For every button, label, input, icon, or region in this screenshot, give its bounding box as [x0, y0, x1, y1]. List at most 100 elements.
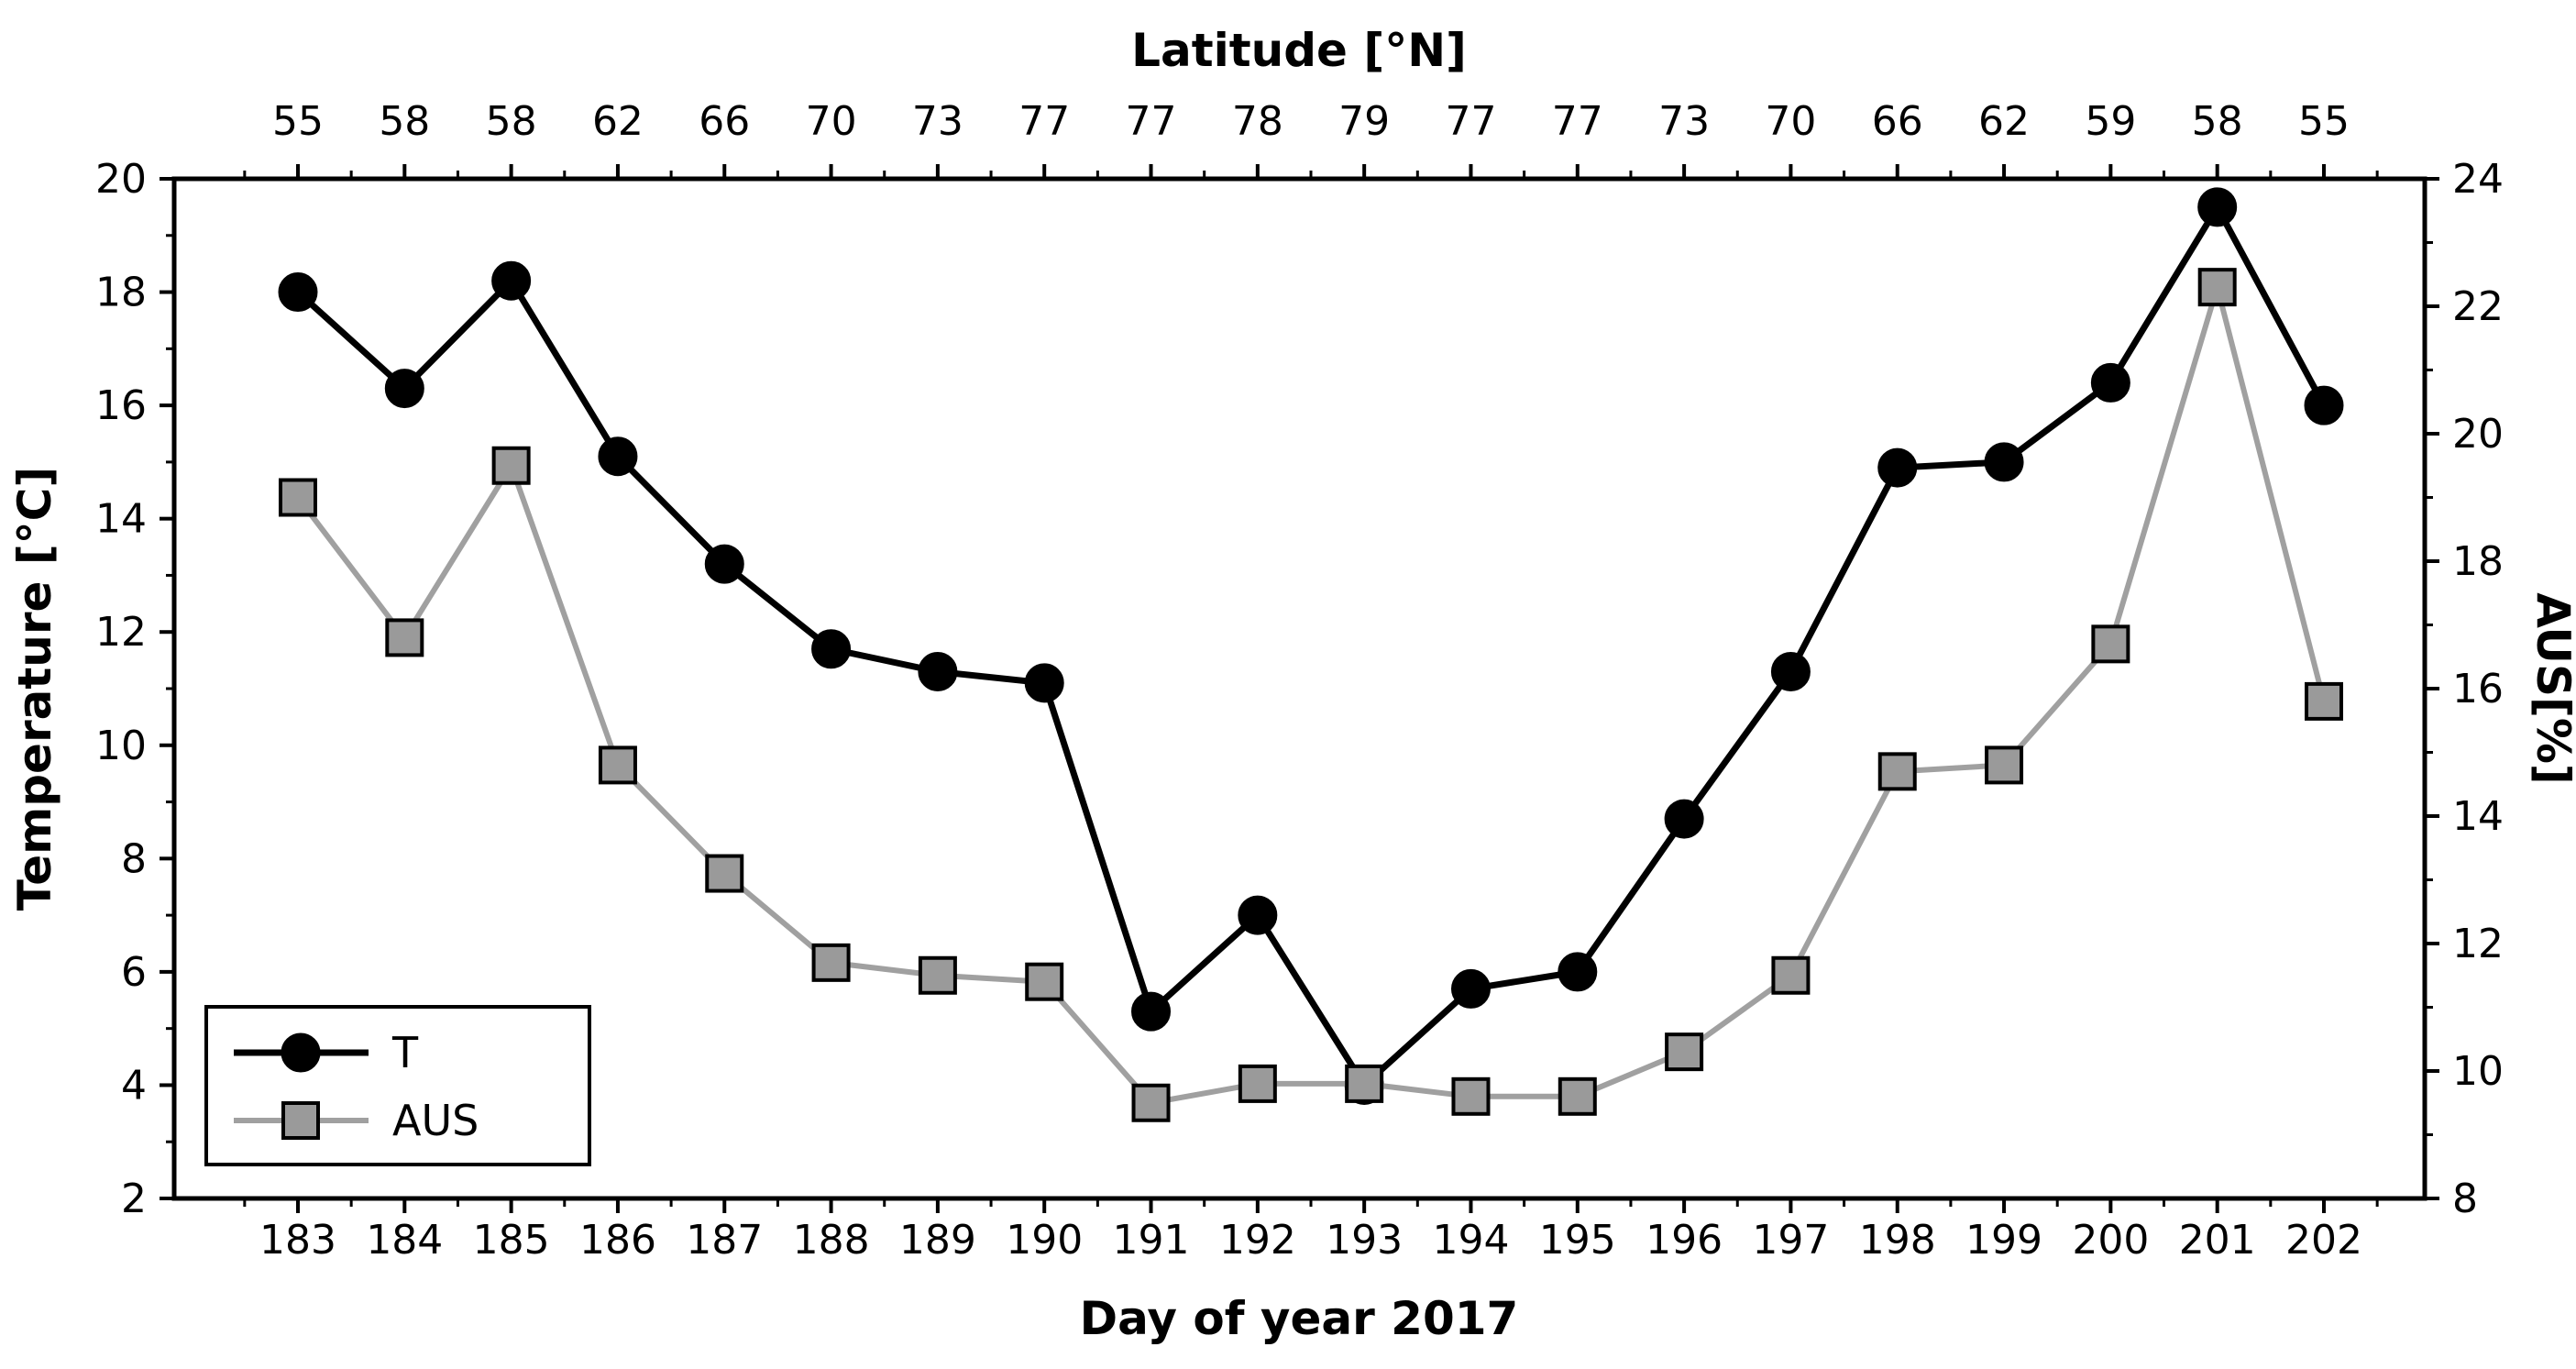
series-T-marker [1450, 968, 1491, 1009]
legend-label-AUS: AUS [392, 1096, 479, 1145]
series-AUS-marker [1238, 1064, 1277, 1103]
series-T-marker [1664, 799, 1704, 839]
top-tick-label: 58 [379, 98, 430, 145]
series-T-marker [384, 369, 424, 409]
top-tick-label: 55 [2298, 98, 2350, 145]
series-T-marker [1984, 442, 2024, 482]
top-tick-label: 58 [2192, 98, 2243, 145]
x-tick-label: 193 [1326, 1217, 1403, 1264]
series-AUS-marker [279, 478, 317, 517]
top-axis-title: Latitude [°N] [1131, 24, 1467, 77]
top-tick-label: 66 [699, 98, 750, 145]
series-T-line [295, 204, 2328, 1088]
right-y-tick-label: 22 [2452, 283, 2504, 330]
x-tick-label: 184 [366, 1217, 443, 1264]
series-AUS-marker [705, 854, 744, 893]
top-tick-label: 70 [1765, 98, 1816, 145]
axis-ticks [160, 164, 2439, 1213]
series-AUS-marker [918, 955, 957, 995]
series-AUS-marker [2197, 268, 2237, 307]
left-y-tick-label: 16 [95, 382, 147, 429]
series-AUS-marker [1985, 745, 2024, 785]
x-tick-label: 195 [1539, 1217, 1616, 1264]
x-tick-label: 197 [1752, 1217, 1829, 1264]
right-y-tick-label: 18 [2452, 538, 2504, 585]
right-y-axis-title: AUS[%] [2526, 592, 2576, 785]
series-T-marker [1877, 447, 1918, 488]
series-AUS-marker [491, 446, 531, 485]
series-T-marker [1024, 663, 1064, 703]
series-T-marker [1238, 895, 1278, 935]
top-tick-label: 77 [1445, 98, 1496, 145]
right-y-tick-label: 10 [2452, 1048, 2504, 1095]
top-tick-label: 62 [1978, 98, 2030, 145]
series-T-marker [2197, 187, 2238, 227]
series-AUS-marker [1665, 1032, 1704, 1072]
x-tick-label: 194 [1432, 1217, 1509, 1264]
series-T-marker [491, 260, 532, 301]
series-T-marker [1770, 651, 1811, 691]
x-tick-label: 191 [1113, 1217, 1190, 1264]
series-T-marker [2304, 385, 2344, 425]
top-tick-label: 62 [592, 98, 644, 145]
left-y-tick-label: 2 [121, 1176, 147, 1222]
legend: T AUS [204, 1005, 591, 1166]
legend-circle-marker-icon [281, 1032, 321, 1073]
x-tick-label: 187 [686, 1217, 763, 1264]
series-AUS-marker [2305, 681, 2343, 721]
top-tick-label: 70 [806, 98, 857, 145]
x-tick-label: 186 [579, 1217, 656, 1264]
left-y-tick-label: 4 [121, 1062, 147, 1109]
series-T-marker [1131, 991, 1172, 1032]
x-tick-label: 196 [1646, 1217, 1723, 1264]
series-AUS-marker [1877, 752, 1917, 791]
series-T-marker [918, 651, 958, 691]
right-y-tick-label: 14 [2452, 793, 2504, 840]
top-tick-label: 73 [912, 98, 963, 145]
left-y-tick-label: 14 [95, 496, 147, 543]
left-y-tick-label: 8 [121, 835, 147, 882]
left-y-tick-label: 12 [95, 609, 147, 656]
right-y-tick-label: 12 [2452, 921, 2504, 967]
x-tick-label: 200 [2072, 1217, 2149, 1264]
top-tick-label: 77 [1552, 98, 1603, 145]
top-tick-label: 58 [486, 98, 537, 145]
legend-box [204, 1005, 591, 1166]
axis-tick-labels: 1835518458185581866218766188701897319077… [95, 98, 2504, 1264]
top-tick-label: 78 [1232, 98, 1283, 145]
top-tick-label: 66 [1872, 98, 1923, 145]
series-AUS-marker [1345, 1064, 1384, 1103]
series-AUS-marker [1771, 955, 1811, 995]
series-AUS-marker [2091, 624, 2130, 664]
data-series [278, 187, 2344, 1122]
left-y-axis-title: Temperature [°C] [8, 467, 61, 911]
left-y-tick-label: 10 [95, 723, 147, 769]
right-y-tick-label: 20 [2452, 411, 2504, 458]
series-AUS-marker [1558, 1076, 1597, 1116]
series-T-marker [2090, 362, 2130, 403]
series-AUS-marker [385, 618, 424, 657]
x-tick-label: 190 [1006, 1217, 1083, 1264]
top-tick-label: 73 [1658, 98, 1710, 145]
right-y-tick-label: 8 [2452, 1176, 2478, 1222]
series-AUS-marker [811, 943, 851, 982]
legend-square-marker-icon [281, 1101, 320, 1140]
legend-label-T: T [391, 1028, 419, 1077]
top-tick-label: 77 [1018, 98, 1070, 145]
right-y-tick-label: 24 [2452, 156, 2504, 203]
left-y-tick-label: 6 [121, 949, 147, 996]
left-y-tick-label: 18 [95, 270, 147, 316]
x-tick-label: 189 [899, 1217, 976, 1264]
top-tick-label: 59 [2085, 98, 2136, 145]
series-AUS-marker [1025, 962, 1064, 1001]
series-AUS-line [295, 284, 2327, 1106]
x-tick-label: 199 [1965, 1217, 2042, 1264]
x-tick-label: 185 [473, 1217, 550, 1264]
series-T-marker [598, 436, 638, 477]
series-AUS [279, 268, 2343, 1122]
x-tick-label: 202 [2285, 1217, 2362, 1264]
left-y-tick-label: 20 [95, 156, 147, 203]
series-T-marker [278, 272, 318, 313]
x-tick-label: 201 [2179, 1217, 2256, 1264]
